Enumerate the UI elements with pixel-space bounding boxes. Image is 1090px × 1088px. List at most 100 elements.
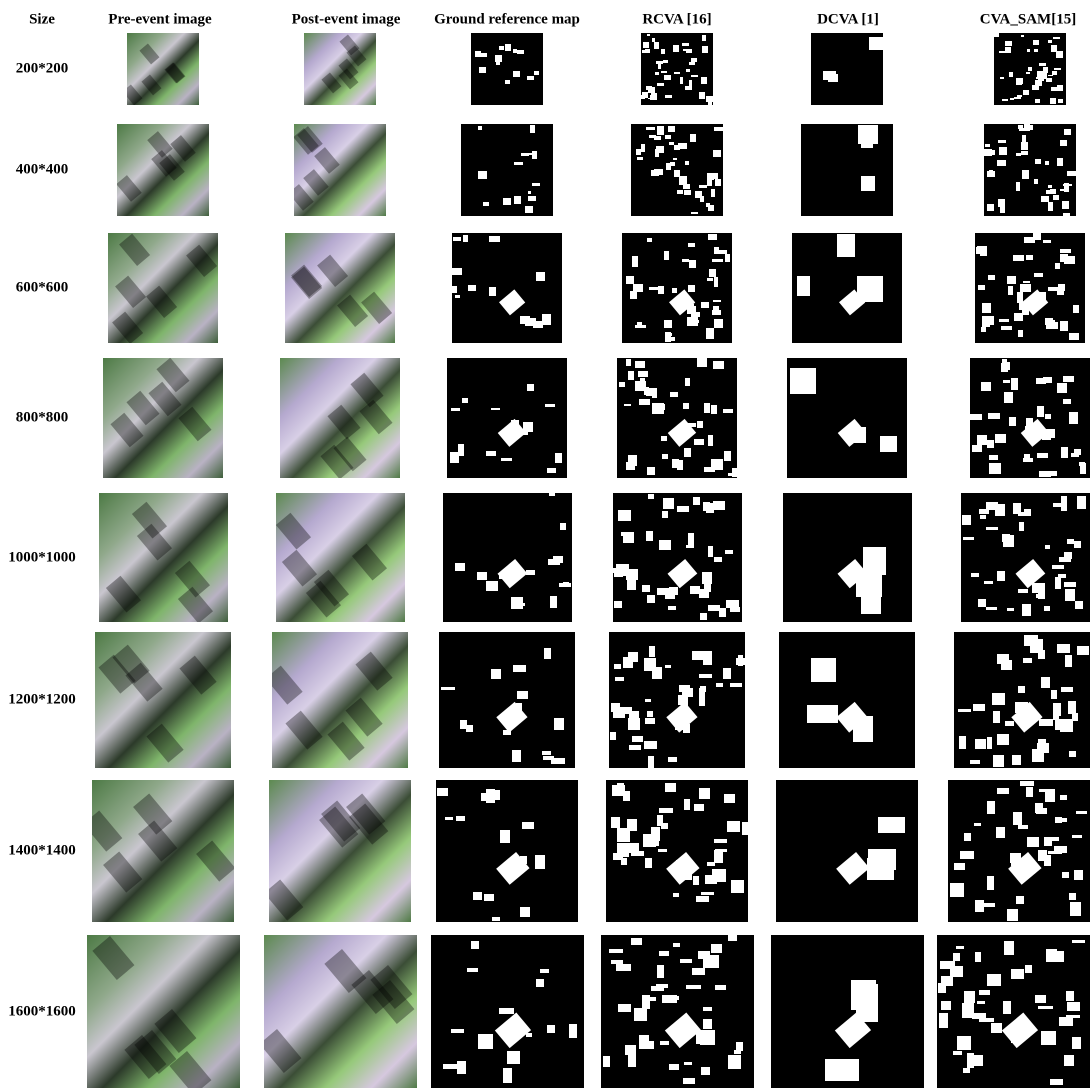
- field-patch: [272, 665, 303, 704]
- change-region: [1011, 969, 1024, 979]
- change-region: [677, 506, 690, 513]
- field-patch: [303, 169, 328, 195]
- change-region: [1069, 893, 1076, 900]
- change-region: [663, 60, 668, 63]
- field-patch: [179, 656, 216, 695]
- change-region: [1020, 284, 1031, 292]
- change-region: [499, 1008, 514, 1014]
- change-region: [1021, 151, 1029, 155]
- change-region: [987, 737, 992, 750]
- change-region: [1005, 47, 1011, 54]
- change-region: [673, 158, 678, 160]
- change-region: [1056, 51, 1063, 57]
- field-patch: [356, 651, 393, 690]
- change-region: [1032, 749, 1044, 762]
- change-region: [642, 585, 650, 592]
- change-region: [617, 783, 624, 794]
- change-region: [837, 234, 855, 257]
- change-region: [1070, 902, 1081, 916]
- change-region: [1004, 392, 1014, 403]
- change-region: [651, 93, 657, 100]
- change-region: [1032, 85, 1039, 90]
- change-region: [450, 452, 460, 463]
- change-region: [691, 75, 698, 77]
- change-region: [1022, 604, 1032, 617]
- change-region: [950, 883, 963, 897]
- change-region: [731, 880, 745, 894]
- change-map: [970, 358, 1090, 478]
- change-region: [1007, 276, 1016, 284]
- change-region: [707, 278, 713, 281]
- change-region: [623, 657, 633, 668]
- change-region: [693, 497, 700, 506]
- change-region: [1041, 1031, 1056, 1045]
- change-region: [989, 455, 998, 460]
- change-region: [497, 559, 527, 589]
- change-region: [1045, 161, 1050, 165]
- change-region: [1050, 1079, 1063, 1084]
- field-patch: [314, 148, 339, 174]
- change-region: [1067, 171, 1075, 175]
- change-region: [997, 654, 1009, 663]
- change-region: [702, 46, 708, 52]
- change-region: [993, 755, 1004, 766]
- change-region: [492, 917, 501, 921]
- change-region: [665, 783, 676, 792]
- change-region: [526, 1033, 532, 1037]
- change-region: [713, 150, 721, 157]
- change-region: [715, 179, 721, 187]
- change-region: [1002, 362, 1011, 369]
- change-region: [603, 1056, 610, 1066]
- change-region: [455, 563, 464, 571]
- change-region: [686, 69, 691, 71]
- change-region: [1000, 77, 1003, 79]
- change-region: [685, 378, 690, 386]
- change-region: [452, 268, 462, 275]
- change-region: [1016, 83, 1022, 85]
- change-region: [694, 804, 703, 812]
- change-region: [657, 126, 664, 135]
- change-region: [712, 259, 723, 261]
- change-region: [495, 1013, 531, 1048]
- change-region: [654, 42, 659, 49]
- change-region: [1057, 158, 1064, 166]
- change-region: [959, 736, 966, 748]
- change-region: [979, 509, 989, 514]
- change-map: [787, 358, 907, 478]
- change-region: [651, 986, 664, 990]
- change-region: [645, 699, 651, 702]
- change-region: [1064, 1055, 1074, 1066]
- change-region: [1009, 72, 1012, 77]
- change-region: [611, 817, 620, 828]
- change-region: [1037, 453, 1048, 458]
- change-region: [978, 599, 986, 607]
- change-region: [658, 286, 664, 294]
- change-region: [956, 946, 964, 949]
- change-region: [445, 817, 453, 820]
- change-region: [1034, 49, 1039, 52]
- change-region: [1027, 837, 1038, 847]
- change-region: [996, 828, 1005, 839]
- change-region: [647, 467, 655, 476]
- change-region: [1063, 184, 1072, 186]
- change-region: [1058, 574, 1067, 577]
- change-region: [655, 72, 659, 75]
- satellite-image: [127, 33, 199, 105]
- change-region: [666, 701, 698, 732]
- change-region: [992, 693, 1005, 706]
- change-region: [697, 421, 703, 427]
- change-region: [690, 320, 699, 323]
- change-region: [1064, 256, 1074, 264]
- change-region: [668, 126, 675, 132]
- change-region: [1025, 965, 1032, 973]
- field-patch: [119, 234, 149, 266]
- change-region: [984, 581, 993, 584]
- change-region: [953, 953, 961, 961]
- change-region: [521, 153, 528, 157]
- change-region: [659, 540, 671, 551]
- change-region: [963, 1068, 970, 1073]
- change-region: [624, 404, 630, 407]
- change-region: [673, 943, 680, 947]
- change-region: [1013, 255, 1024, 261]
- change-region: [451, 1029, 464, 1032]
